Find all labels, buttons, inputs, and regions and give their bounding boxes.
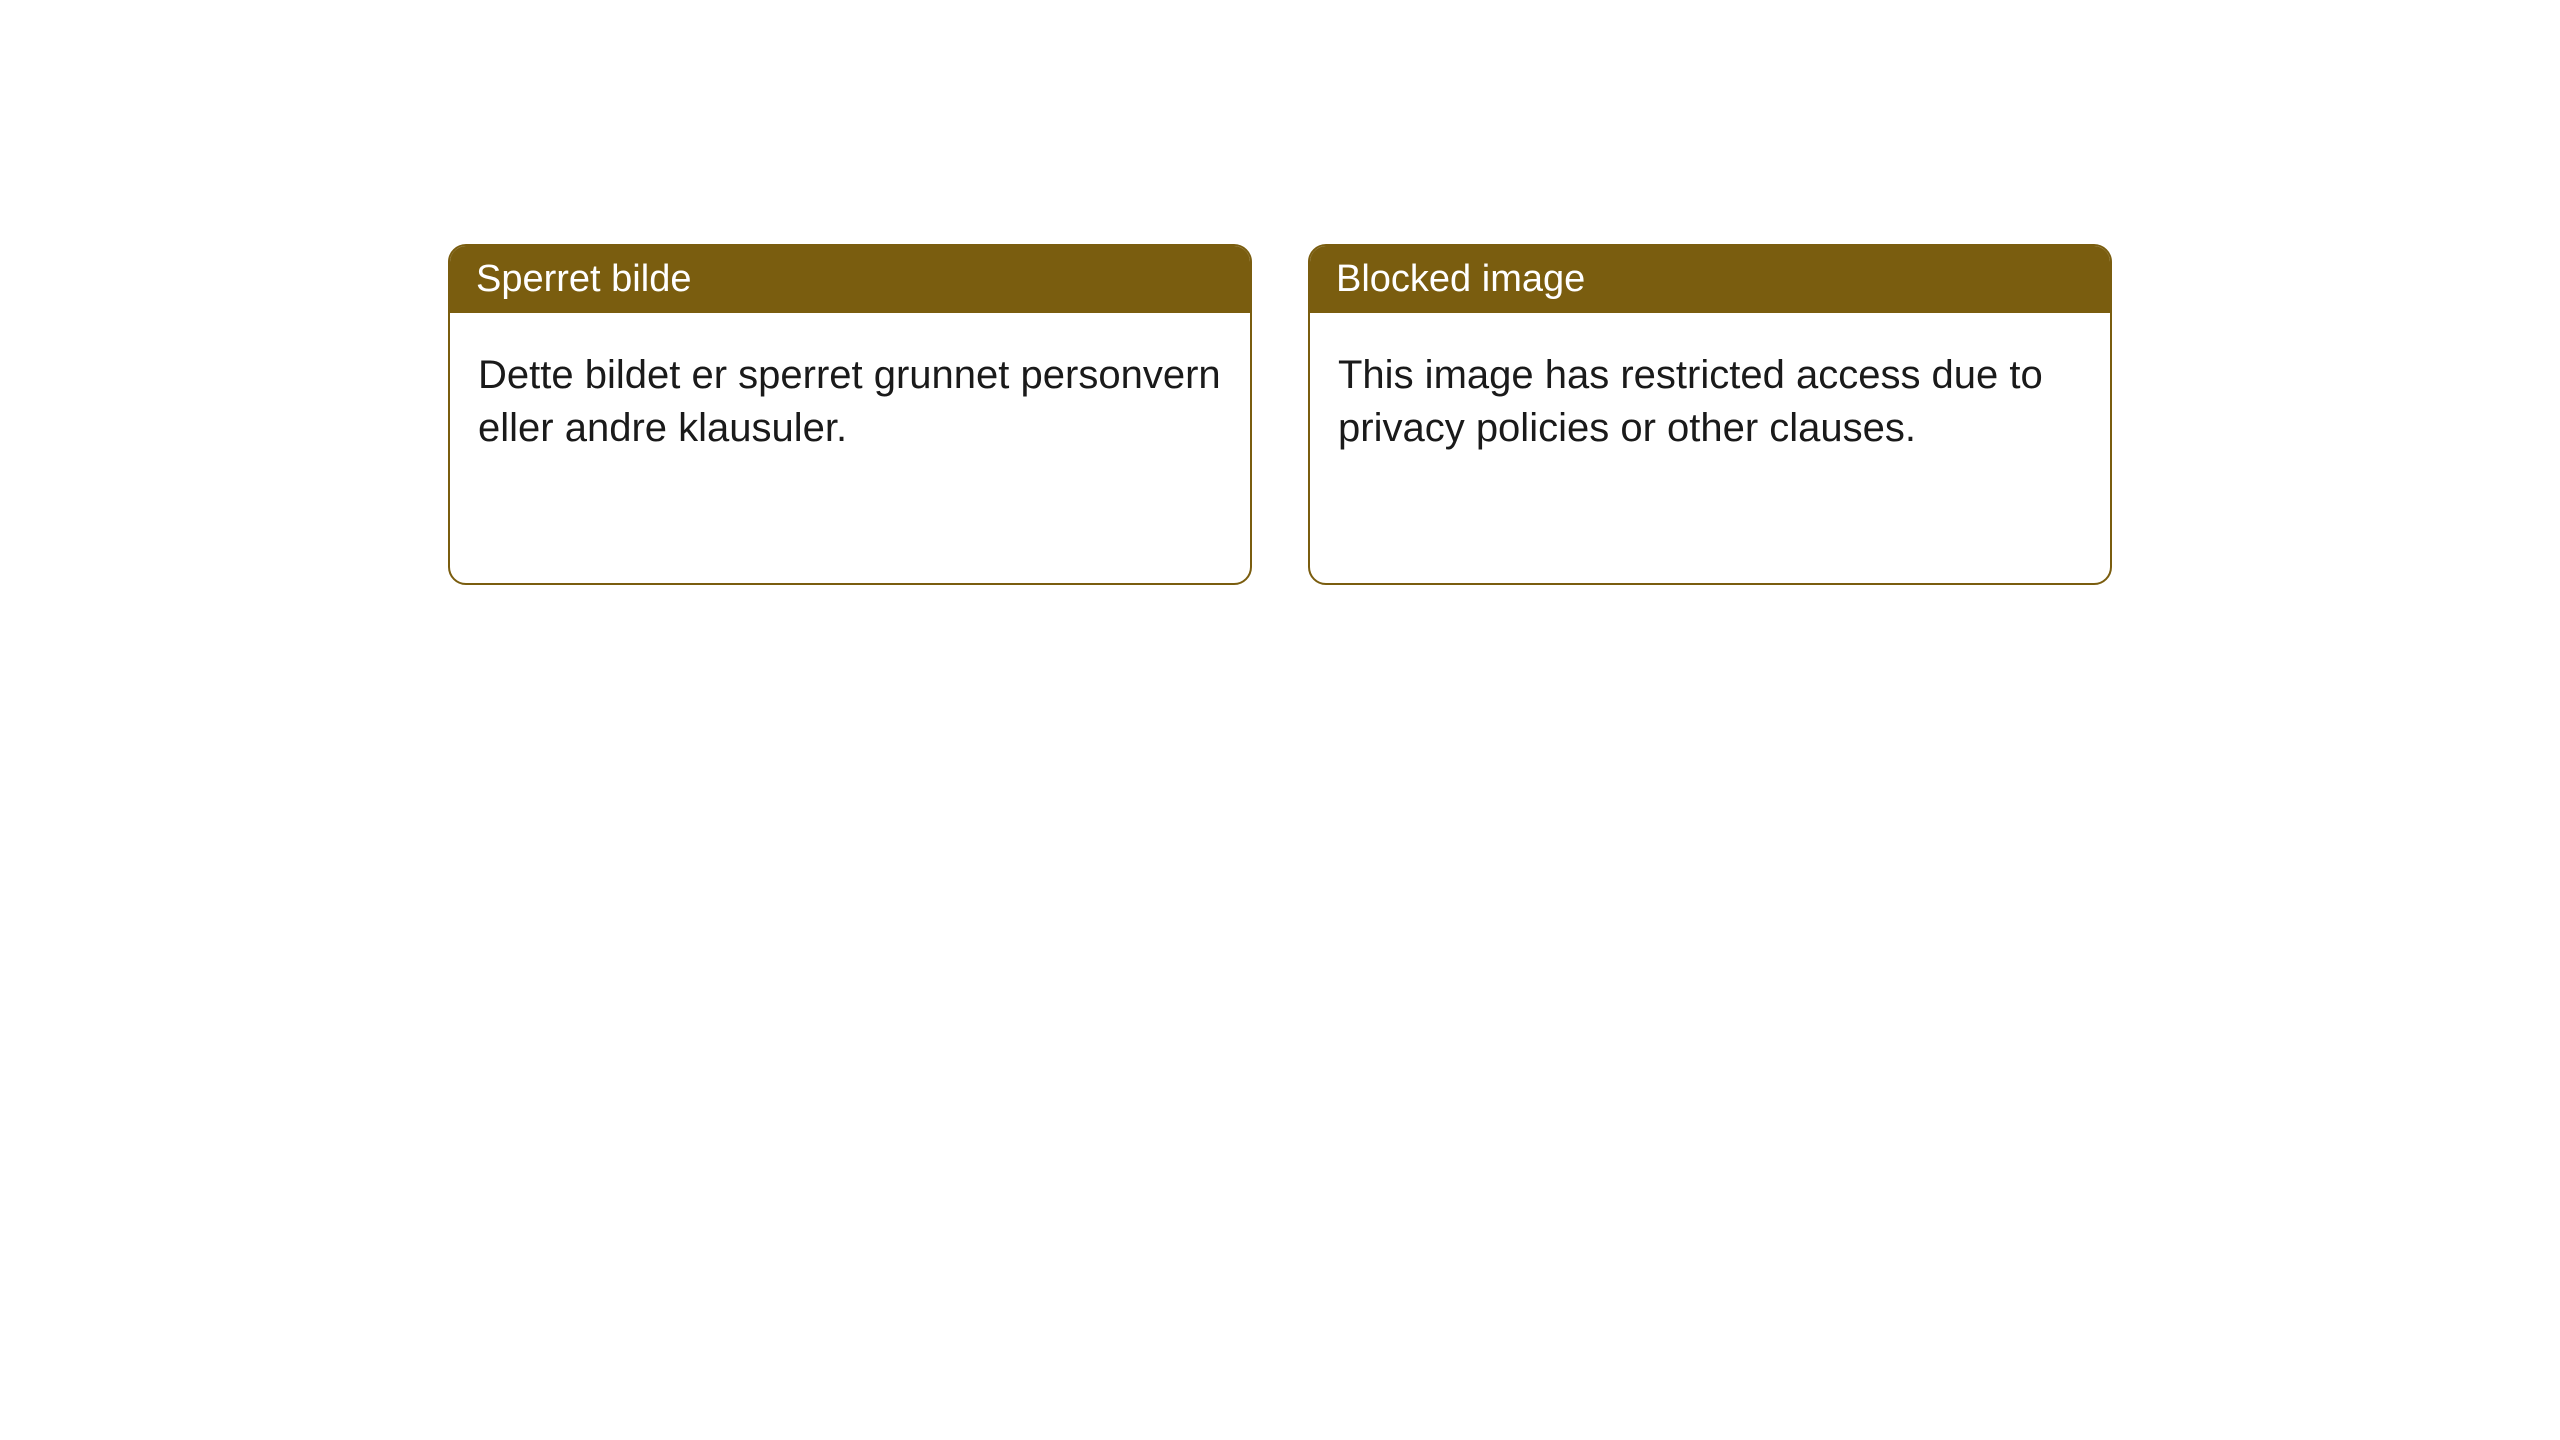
notice-card-english: Blocked image This image has restricted … xyxy=(1308,244,2112,585)
notice-container: Sperret bilde Dette bildet er sperret gr… xyxy=(0,0,2560,585)
notice-card-norwegian: Sperret bilde Dette bildet er sperret gr… xyxy=(448,244,1252,585)
card-title-norwegian: Sperret bilde xyxy=(450,246,1250,313)
card-body-english: This image has restricted access due to … xyxy=(1310,313,2110,583)
card-title-english: Blocked image xyxy=(1310,246,2110,313)
card-body-norwegian: Dette bildet er sperret grunnet personve… xyxy=(450,313,1250,583)
